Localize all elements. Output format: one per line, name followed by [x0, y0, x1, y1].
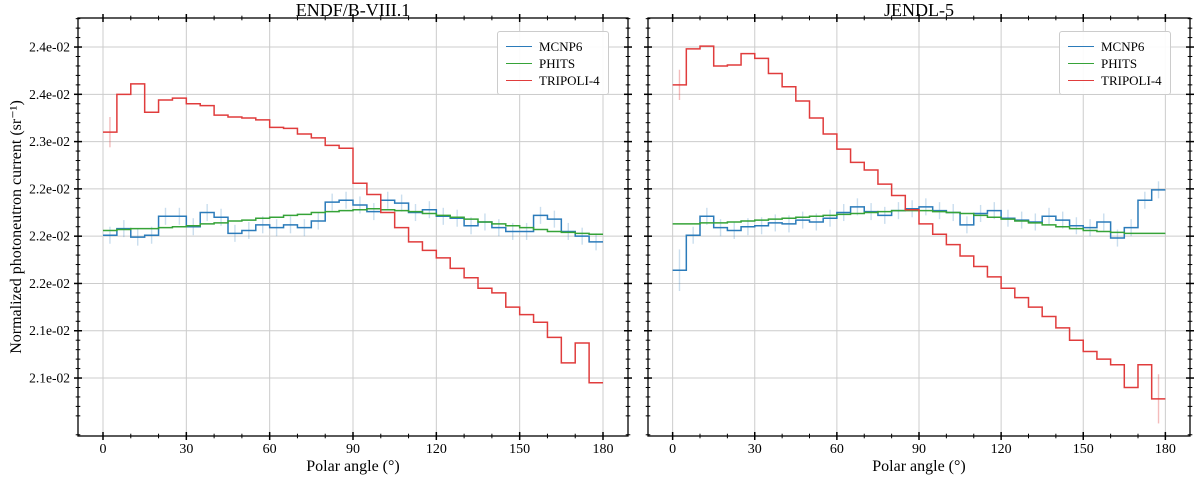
series-line-mcnp6 — [672, 189, 1166, 271]
tripoli4-line-swatch — [506, 80, 532, 81]
y-tick-label: 2.4e-02 — [29, 87, 70, 102]
legend-item-mcnp6: MCNP6 — [1068, 38, 1162, 55]
legend-label-mcnp6: MCNP6 — [1101, 38, 1145, 54]
y-tick-label: 2.2e-02 — [29, 229, 70, 244]
y-tick-label: 2.3e-02 — [29, 134, 70, 149]
phits-line-swatch — [506, 63, 532, 64]
legend-item-tripoli4: TRIPOLI-4 — [506, 72, 600, 89]
mcnp6-line-swatch — [506, 46, 532, 47]
x-tick-label: 30 — [179, 442, 193, 457]
legend-label-tripoli4: TRIPOLI-4 — [539, 72, 600, 88]
series-line-tripoli-4 — [103, 83, 603, 384]
y-tick-label: 2.4e-02 — [29, 40, 70, 55]
subplot-title-jendl: JENDL-5 — [884, 0, 954, 20]
x-tick-label: 180 — [593, 442, 614, 457]
x-tick-label: 150 — [509, 442, 530, 457]
phits-line-swatch — [1068, 63, 1094, 64]
x-tick-label: 150 — [1073, 442, 1094, 457]
legend-label-phits: PHITS — [1101, 55, 1138, 71]
x-axis-label-left: Polar angle (°) — [306, 458, 400, 475]
legend-label-phits: PHITS — [539, 55, 576, 71]
x-tick-label: 0 — [669, 442, 676, 457]
y-tick-label: 2.1e-02 — [29, 371, 70, 386]
x-tick-label: 30 — [748, 442, 762, 457]
legend-item-tripoli4: TRIPOLI-4 — [1068, 72, 1162, 89]
x-tick-label: 120 — [426, 442, 447, 457]
y-tick-label: 2.2e-02 — [29, 276, 70, 291]
legend-item-phits: PHITS — [1068, 55, 1162, 72]
y-tick-label: 2.2e-02 — [29, 181, 70, 196]
x-tick-label: 60 — [830, 442, 844, 457]
mcnp6-line-swatch — [1068, 46, 1094, 47]
tripoli4-line-swatch — [1068, 80, 1094, 81]
x-axis-label-right: Polar angle (°) — [872, 458, 966, 475]
legend-item-phits: PHITS — [506, 55, 600, 72]
y-tick-label: 2.1e-02 — [29, 323, 70, 338]
series-line-tripoli-4 — [672, 45, 1166, 400]
axes-spines — [77, 17, 629, 437]
x-tick-label: 90 — [912, 442, 926, 457]
legend-label-tripoli4: TRIPOLI-4 — [1101, 72, 1162, 88]
series-line-phits — [103, 208, 603, 236]
x-tick-label: 180 — [1155, 442, 1176, 457]
legend-right: MCNP6 PHITS TRIPOLI-4 — [1059, 31, 1171, 95]
series-line-mcnp6 — [103, 199, 603, 243]
legend-item-mcnp6: MCNP6 — [506, 38, 600, 55]
x-tick-label: 120 — [991, 442, 1012, 457]
x-tick-label: 90 — [346, 442, 360, 457]
y-axis-label: Normalized photoneutron current (sr⁻¹) — [8, 100, 25, 354]
legend-left: MCNP6 PHITS TRIPOLI-4 — [497, 31, 609, 95]
x-tick-label: 60 — [263, 442, 277, 457]
legend-label-mcnp6: MCNP6 — [539, 38, 583, 54]
series-line-phits — [672, 209, 1166, 235]
subplot-title-endf: ENDF/B-VIII.1 — [295, 0, 411, 20]
axes-spines — [647, 17, 1191, 437]
x-tick-label: 0 — [100, 442, 107, 457]
